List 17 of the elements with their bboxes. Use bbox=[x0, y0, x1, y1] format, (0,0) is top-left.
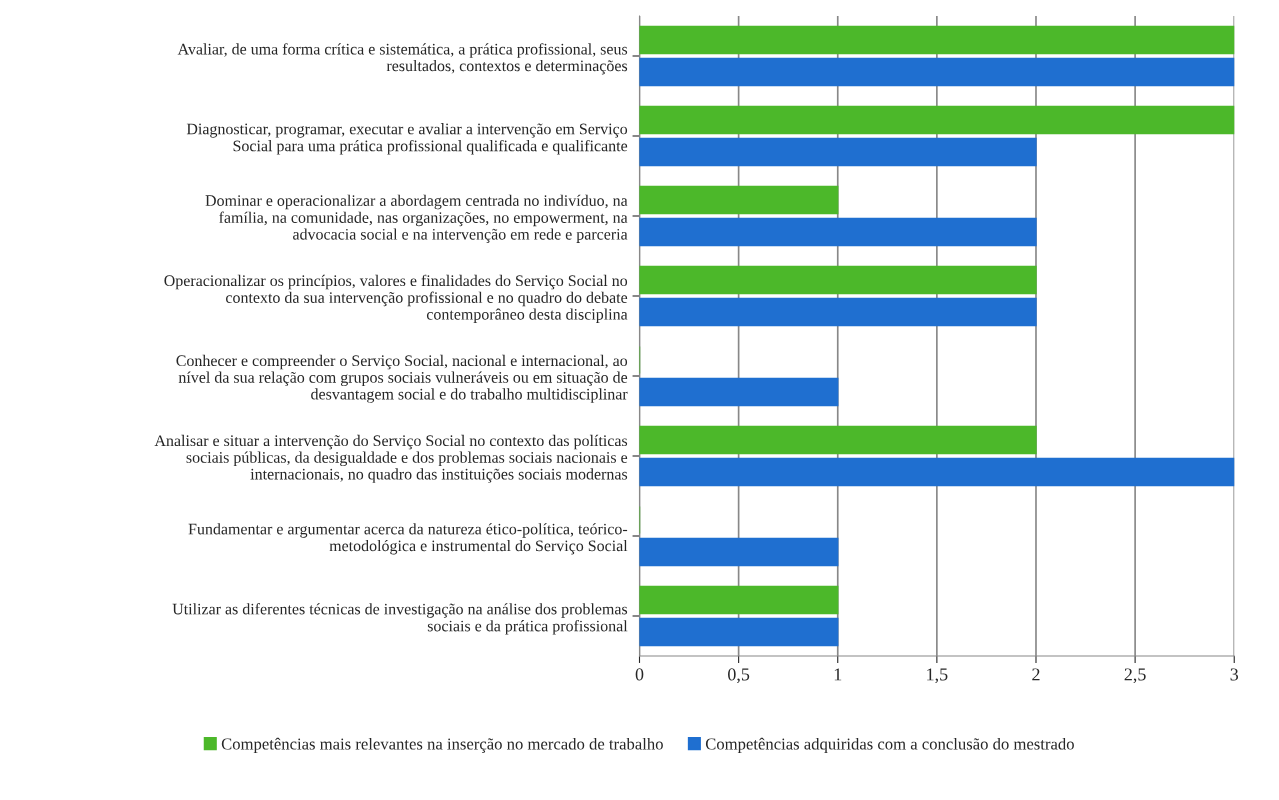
x-tick-label: 2,5 bbox=[1124, 668, 1146, 684]
y-tick-label: Dominar e operacionalizar a abordagem centrada no indivíduo, na família, na comunidade, nas organizações, no empowerment, na advocacia social e na intervenção em rede e parceria bbox=[205, 194, 628, 243]
x-tick-label: 1 bbox=[834, 668, 842, 681]
x-tick-label: 2 bbox=[1032, 668, 1040, 681]
y-tick-label: Operacionalizar os princípios, valores e finalidades do Serviço Social no contexto da sua intervenção profissional e no quadro do debate contemporâneo desta disciplina bbox=[164, 274, 628, 323]
x-tick-label: 1,5 bbox=[927, 668, 948, 684]
y-tick-label: Fundamentar e argumentar acerca da natureza ético-política, teórico- metodológica e instrumental do Serviço Social bbox=[188, 523, 628, 555]
x-tick-label: 0,5 bbox=[728, 668, 750, 684]
x-tick-label: 3 bbox=[1230, 668, 1239, 681]
y-tick-label: Utilizar as diferentes técnicas de investigação na análise dos problemas sociais e da prática profissional bbox=[172, 603, 628, 635]
legend-label: Competências mais relevantes na inserção no mercado de trabalho bbox=[221, 737, 663, 753]
y-tick-label: Conhecer e compreender o Serviço Social, nacional e internacional, ao nível da sua relação com grupos sociais vulneráveis ou em situação de desvantagem social e do trabalho multidisciplinar bbox=[176, 354, 628, 403]
x-tick-label: 0 bbox=[635, 668, 644, 681]
y-tick-label: Diagnosticar, programar, executar e avaliar a intervenção em Serviço Social para uma prática profissional qualificada e qualificante bbox=[186, 123, 628, 155]
legend-label: Competências adquiridas com a conclusão do mestrado bbox=[705, 737, 1074, 753]
y-tick-label: Analisar e situar a intervenção do Serviço Social no contexto das políticas sociais públicas, da desigualdade e dos problemas sociais nacionais e internacionais, no quadro das instituições sociais modernas bbox=[154, 434, 628, 483]
y-tick-label: Avaliar, de uma forma crítica e sistemática, a prática profissional, seus resultados, contextos e determinações bbox=[177, 43, 628, 75]
